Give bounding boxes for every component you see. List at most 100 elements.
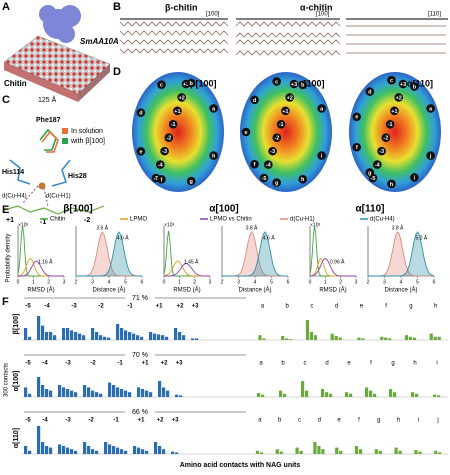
site-label: g (275, 181, 278, 187)
legend-label: In solution (71, 128, 103, 135)
annotation: 4.6 Å (263, 234, 275, 241)
bar (82, 335, 86, 340)
annotation: 3.6 Å (96, 224, 108, 231)
surface (240, 72, 332, 192)
bar (325, 392, 329, 397)
percent-bg (125, 407, 155, 417)
site-marker (410, 82, 419, 91)
x-tick-label: 2 (193, 279, 196, 285)
bar (257, 393, 261, 397)
x-axis-label: Distance (Å) (238, 287, 271, 294)
group-label: f (385, 304, 387, 310)
group-label: e (337, 418, 341, 424)
x-tick-label: 2 (221, 279, 224, 285)
group-label: -2 (88, 418, 94, 424)
site-marker (285, 93, 295, 102)
site-marker (168, 119, 178, 129)
group-label: +2 (161, 361, 169, 367)
site-marker (387, 179, 396, 189)
bar (388, 338, 392, 340)
chain (119, 30, 229, 36)
site-label: g (368, 170, 371, 176)
bar (70, 390, 74, 397)
site-label: i (321, 154, 323, 160)
x-tick-label: 1 (32, 279, 35, 285)
sugar-site: +3 (400, 82, 406, 88)
site-marker (317, 104, 326, 113)
bar (45, 332, 49, 340)
group-label: -3 (65, 361, 71, 367)
group-label: i (436, 361, 437, 367)
y-axis-label: 300 contacts (4, 363, 10, 397)
bar (418, 451, 422, 454)
bar (137, 387, 141, 397)
sugar-site: +2 (287, 95, 293, 101)
bar (191, 338, 195, 340)
site-marker (365, 87, 375, 96)
site-label: i (414, 175, 416, 181)
group-label: a (261, 304, 265, 310)
bar (128, 392, 132, 397)
group-label: g (377, 418, 380, 424)
site-marker (209, 151, 218, 160)
site-marker (272, 133, 282, 143)
panel-label: D (113, 66, 121, 78)
bar (83, 442, 87, 454)
x-tick-label: 2 (75, 279, 78, 285)
bar (91, 390, 95, 397)
group-label: c (310, 304, 313, 310)
chain (119, 39, 229, 45)
panel-title: α-chitin (300, 2, 333, 12)
site-marker (241, 127, 251, 137)
site-marker (390, 106, 399, 116)
bar (70, 330, 74, 340)
bar (158, 446, 162, 454)
bar (28, 393, 32, 397)
bar (384, 337, 388, 340)
bar (380, 336, 384, 340)
group-label: a (258, 418, 262, 424)
x-axis-label: RMSD (Å) (173, 287, 200, 294)
legend-swatch (62, 138, 68, 144)
bar (285, 338, 289, 340)
annotation: 3.8 Å (392, 224, 404, 231)
bar (37, 316, 41, 340)
bar (393, 392, 397, 397)
bar (301, 381, 305, 397)
sugar-site: -5 (371, 176, 376, 182)
group-label: c (298, 418, 301, 424)
bar (398, 450, 402, 454)
surface-title: α[110] (407, 78, 433, 88)
sugar-label: +1 (6, 217, 14, 224)
site-marker (387, 75, 396, 85)
group-label: f (370, 361, 372, 367)
site-marker (276, 119, 286, 129)
bar (279, 451, 283, 454)
x-tick-label: 2 (47, 279, 50, 285)
bar (37, 426, 41, 454)
site-marker (426, 151, 435, 160)
bar (178, 332, 182, 340)
bar (120, 449, 124, 454)
bar (37, 377, 41, 397)
sugar-site: -2 (274, 136, 279, 142)
group-label: -1 (113, 418, 119, 424)
sugar-site: -1 (279, 122, 284, 128)
site-marker (298, 174, 308, 184)
site-marker (157, 80, 166, 89)
group-label: -2 (90, 361, 96, 367)
bar (128, 332, 132, 340)
site-marker (136, 108, 146, 117)
x-tick-label: 6 (287, 279, 290, 285)
annotation: 1.45 Å (184, 258, 199, 265)
group-label: h (397, 418, 400, 424)
group-label: d (318, 418, 321, 424)
x-tick-label: 5 (416, 279, 419, 285)
x-tick-label: 4 (400, 279, 403, 285)
bar (124, 330, 128, 340)
bar (116, 447, 120, 454)
annotation: 0.96 Å (330, 258, 345, 265)
group-label: -1 (117, 361, 123, 367)
bar (158, 381, 162, 397)
